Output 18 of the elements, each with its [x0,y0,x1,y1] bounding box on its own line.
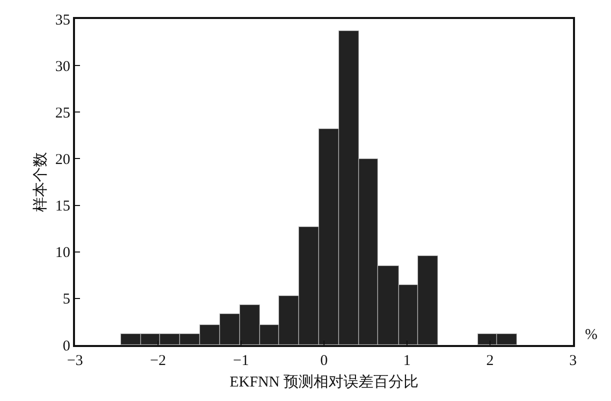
y-axis-title: 样本个数 [32,152,49,212]
y-tick-label: 25 [55,105,70,122]
x-tick-label: −2 [150,352,166,369]
x-tick-label: 0 [320,352,328,369]
x-tick-label: −1 [233,352,249,369]
y-tick-label: 20 [55,152,70,168]
x-axis-title: EKFNN 预测相对误差百分比 [230,373,418,390]
y-tick-label: 35 [55,12,70,28]
x-tick-label: 3 [569,352,577,369]
x-tick-label: −3 [67,352,83,369]
y-tick-label: 0 [62,338,70,354]
x-tick-label: 1 [403,352,411,369]
y-tick-label: 5 [62,292,70,308]
text: % [585,327,598,343]
y-tick-label: 10 [55,245,70,262]
y-tick-label: 30 [55,58,70,75]
y-tick-label: 15 [55,198,70,215]
x-tick-label: 2 [486,352,494,369]
